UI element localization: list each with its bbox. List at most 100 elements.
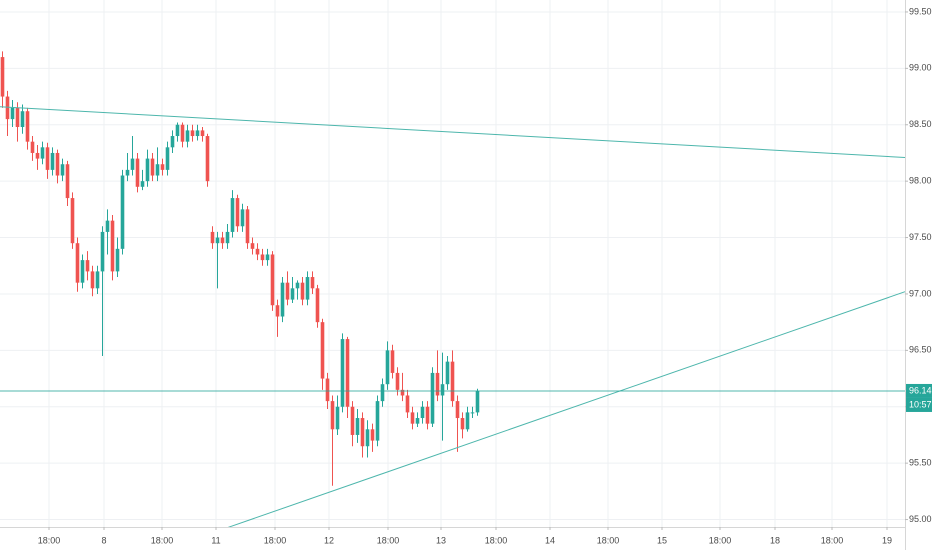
- candle-body: [265, 254, 270, 261]
- y-tick-label: 99.00: [909, 63, 932, 73]
- last-price-tag: [906, 383, 932, 398]
- candle-body: [205, 136, 210, 182]
- x-tick-label: 18:00: [821, 535, 844, 545]
- candle-body: [440, 384, 445, 396]
- candle-body: [225, 231, 230, 244]
- y-tick-label: 98.00: [909, 176, 932, 186]
- candle-body: [210, 231, 215, 244]
- candle-body: [180, 124, 185, 142]
- candle-body: [140, 181, 145, 187]
- candle-body: [150, 158, 155, 176]
- y-tick-label: 97.00: [909, 288, 932, 298]
- candle-body: [445, 361, 450, 385]
- candle-body: [455, 401, 460, 419]
- candle-body: [170, 136, 175, 148]
- candle-body: [360, 418, 365, 447]
- candle-body: [345, 339, 350, 407]
- candle-body: [125, 169, 130, 176]
- x-tick-label: 18:00: [709, 535, 732, 545]
- candle-body: [410, 412, 415, 424]
- candle-body: [10, 107, 15, 120]
- candle-body: [285, 282, 290, 300]
- x-tick-label: 18:00: [377, 535, 400, 545]
- y-tick-label: 95.50: [909, 458, 932, 468]
- last-price-label: 96.14: [909, 385, 932, 395]
- candle-body: [425, 406, 430, 424]
- candle-body: [25, 111, 30, 142]
- candle-body: [340, 339, 345, 407]
- candle-body: [250, 243, 255, 249]
- candle-body: [450, 361, 455, 402]
- x-tick-label: 11: [211, 535, 220, 545]
- trend-line: [227, 291, 906, 528]
- candle-body: [130, 158, 135, 170]
- x-tick-label: 18:00: [151, 535, 174, 545]
- candle-body: [465, 412, 470, 430]
- candle-body: [385, 350, 390, 385]
- candle-body: [315, 288, 320, 323]
- candle-body: [75, 243, 80, 283]
- candle-body: [280, 282, 285, 317]
- candle-body: [45, 147, 50, 170]
- candle-body: [90, 271, 95, 289]
- axes: 95.0095.5096.0096.5097.0097.5098.0098.50…: [38, 6, 932, 545]
- x-tick-label: 18: [770, 535, 780, 545]
- candle-body: [110, 220, 115, 272]
- candle-body: [420, 406, 425, 419]
- candle-body: [190, 130, 195, 137]
- candle-body: [80, 260, 85, 283]
- candle-body: [215, 237, 220, 244]
- x-tick-label: 18:00: [485, 535, 508, 545]
- candle-body: [185, 130, 190, 142]
- candle-body: [200, 130, 205, 137]
- candle-body: [65, 164, 70, 199]
- candle-body: [60, 164, 65, 176]
- candle-body: [155, 164, 160, 176]
- candle-body: [370, 429, 375, 441]
- candle-body: [320, 322, 325, 379]
- candle-body: [40, 147, 45, 159]
- candle-body: [105, 220, 110, 232]
- candle-body: [365, 429, 370, 447]
- candle-body: [30, 141, 35, 153]
- candle-body: [375, 401, 380, 441]
- candle-body: [120, 175, 125, 249]
- x-tick-label: 12: [324, 535, 334, 545]
- candle-body: [100, 231, 105, 272]
- candle-body: [145, 158, 150, 182]
- candle-body: [430, 372, 435, 424]
- candle-body: [175, 124, 180, 137]
- x-tick-label: 18:00: [264, 535, 287, 545]
- candle-body: [435, 372, 440, 396]
- candle-body: [310, 277, 315, 289]
- candle-body: [350, 406, 355, 435]
- candle-body: [5, 96, 10, 120]
- candle-body: [380, 384, 385, 402]
- candle-body: [470, 412, 475, 414]
- y-tick-label: 96.50: [909, 345, 932, 355]
- candle-body: [240, 209, 245, 227]
- y-tick-label: 99.50: [909, 6, 932, 16]
- candle-body: [135, 158, 140, 187]
- candle-body: [395, 372, 400, 390]
- trend-line: [0, 106, 906, 158]
- plot-area: [0, 51, 906, 528]
- candle-body: [475, 390, 480, 413]
- x-tick-label: 18:00: [597, 535, 620, 545]
- y-tick-label: 97.50: [909, 232, 932, 242]
- candle-body: [270, 254, 275, 306]
- candle-body: [160, 164, 165, 170]
- candle-body: [305, 277, 310, 300]
- candle-body: [290, 288, 295, 300]
- y-tick-label: 95.00: [909, 514, 932, 524]
- candle-body: [85, 260, 90, 272]
- candle-body: [355, 418, 360, 435]
- x-tick-label: 8: [101, 535, 106, 545]
- grid: [0, 0, 905, 527]
- candle-body: [295, 282, 300, 289]
- candle-body: [275, 305, 280, 317]
- candle-body: [460, 418, 465, 430]
- candle-body: [220, 237, 225, 244]
